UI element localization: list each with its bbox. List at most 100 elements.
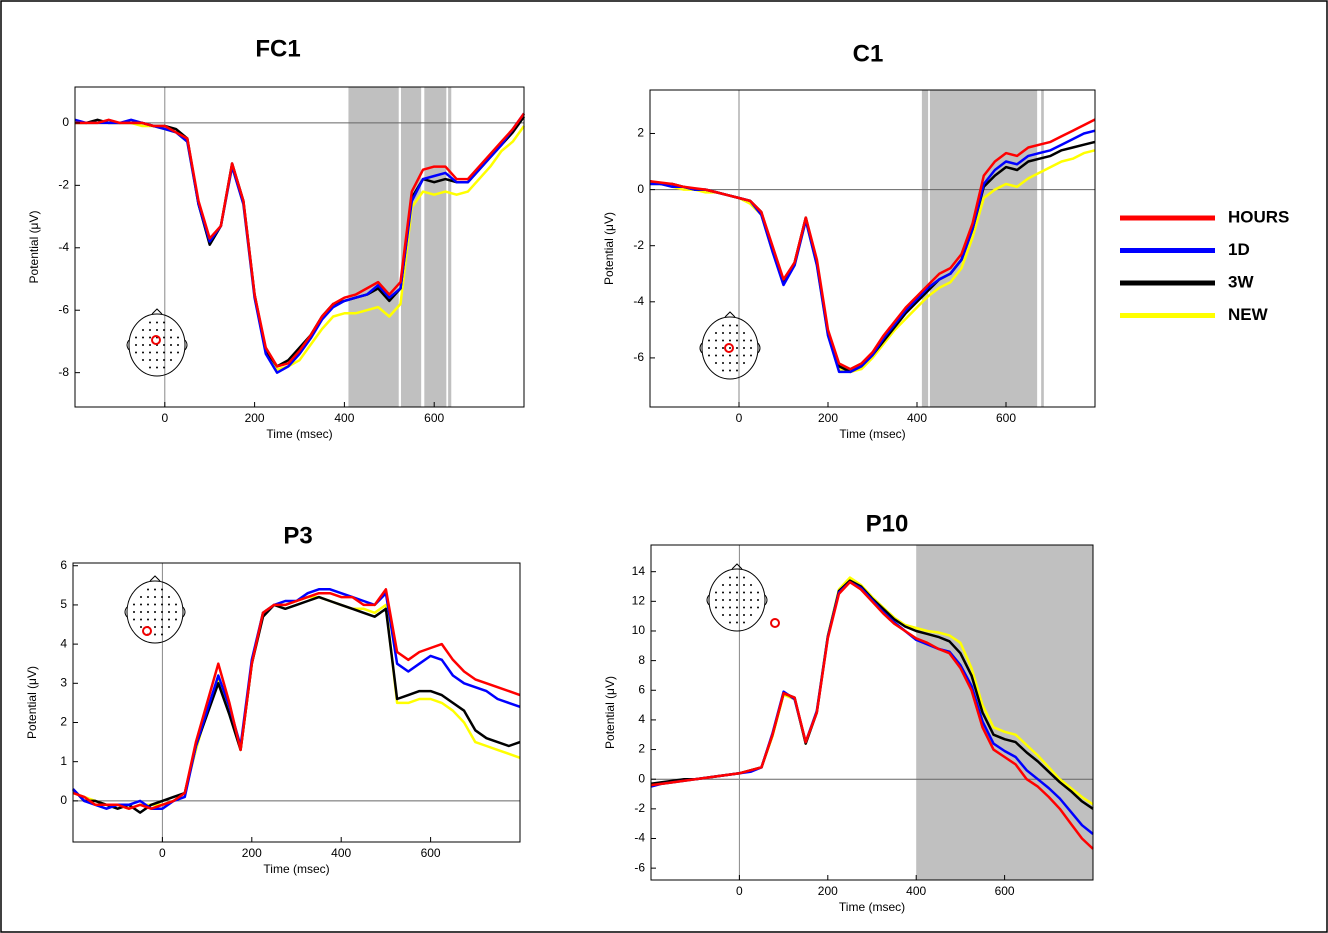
- significance-band: [929, 90, 1038, 407]
- y-tick-label: -2: [633, 238, 644, 252]
- electrode: [722, 332, 724, 334]
- legend-label: 3W: [1228, 272, 1254, 291]
- y-tick-label: -4: [634, 831, 645, 845]
- electrode: [729, 354, 731, 357]
- x-tick-label: 200: [818, 411, 838, 425]
- electrode: [161, 618, 163, 621]
- electrode: [163, 366, 165, 369]
- electrode: [743, 599, 745, 601]
- electrode: [154, 618, 156, 621]
- electrode: [736, 606, 738, 609]
- significance-band: [1041, 90, 1044, 407]
- electrode: [708, 347, 710, 349]
- electrode: [135, 336, 137, 339]
- electrode: [729, 347, 731, 349]
- electrode: [715, 347, 717, 349]
- significance-band: [348, 87, 399, 407]
- electrode: [135, 351, 137, 354]
- y-tick-label: 6: [60, 558, 67, 572]
- electrode: [743, 591, 745, 594]
- chart-title: P3: [283, 522, 312, 549]
- x-axis-label: Time (msec): [266, 427, 332, 441]
- plot-border: [74, 86, 525, 408]
- electrode: [161, 588, 163, 591]
- x-tick-label: 0: [736, 884, 743, 898]
- electrode: [750, 339, 752, 342]
- electrode: [149, 359, 151, 361]
- electrode: [708, 354, 710, 357]
- electrode: [142, 351, 144, 354]
- y-tick-label: -8: [58, 365, 69, 379]
- electrode: [170, 344, 172, 346]
- electrode: [722, 591, 724, 594]
- electrode: [715, 606, 717, 609]
- electrode: [140, 611, 142, 613]
- erp-line: [75, 112, 526, 368]
- plot-area: [73, 563, 520, 842]
- head-nose: [724, 311, 736, 318]
- electrode: [154, 603, 156, 606]
- y-axis-label: Potential (μV): [25, 666, 39, 739]
- electrode: [177, 351, 179, 354]
- head-outline: [126, 580, 184, 644]
- electrode: [147, 603, 149, 606]
- electrode: [743, 584, 745, 586]
- electrode: [736, 347, 738, 349]
- electrode: [757, 599, 759, 601]
- electrode: [161, 596, 163, 598]
- y-tick-label: 4: [638, 712, 645, 726]
- selected-electrode: [770, 618, 780, 628]
- x-tick-label: 400: [906, 884, 926, 898]
- electrode: [168, 618, 170, 621]
- electrode: [729, 614, 731, 616]
- electrode: [715, 362, 717, 364]
- electrode: [736, 354, 738, 357]
- head-ear: [699, 342, 761, 354]
- electrode: [743, 362, 745, 364]
- electrode: [729, 591, 731, 594]
- y-tick-label: 0: [60, 793, 67, 807]
- x-tick-label: 600: [996, 411, 1016, 425]
- electrode: [743, 339, 745, 342]
- electrode: [729, 362, 731, 364]
- electrode: [154, 596, 156, 598]
- head-outline: [128, 313, 186, 377]
- electrode: [729, 576, 731, 579]
- x-tick-label: 0: [736, 411, 743, 425]
- electrode: [729, 339, 731, 342]
- electrode: [729, 599, 731, 601]
- electrode: [156, 351, 158, 354]
- plot-border: [649, 89, 1096, 408]
- electrode: [156, 329, 158, 331]
- electrode: [140, 603, 142, 606]
- x-tick-label: 200: [245, 411, 265, 425]
- electrode: [736, 369, 738, 372]
- y-tick-label: 0: [62, 115, 69, 129]
- electrode: [722, 347, 724, 349]
- y-tick-label: 5: [60, 597, 67, 611]
- electrode: [170, 351, 172, 354]
- significance-band: [916, 545, 1093, 880]
- x-tick-label: 600: [995, 884, 1015, 898]
- selected-electrode: [142, 626, 152, 636]
- head-ear: [126, 339, 188, 351]
- electrode: [163, 344, 165, 346]
- electrode: [161, 603, 163, 606]
- y-tick-label: 2: [637, 126, 644, 140]
- x-tick-label: 0: [161, 411, 168, 425]
- electrode: [175, 618, 177, 621]
- electrode: [170, 359, 172, 361]
- electrode: [729, 369, 731, 372]
- x-tick-label: 0: [159, 846, 166, 860]
- electrode: [177, 336, 179, 339]
- electrode: [168, 611, 170, 613]
- electrode: [149, 366, 151, 369]
- electrode: [757, 606, 759, 609]
- y-tick-label: 6: [638, 682, 645, 696]
- electrode: [715, 591, 717, 594]
- x-tick-label: 200: [818, 884, 838, 898]
- electrode: [736, 599, 738, 601]
- electrode: [743, 606, 745, 609]
- electrode: [161, 611, 163, 613]
